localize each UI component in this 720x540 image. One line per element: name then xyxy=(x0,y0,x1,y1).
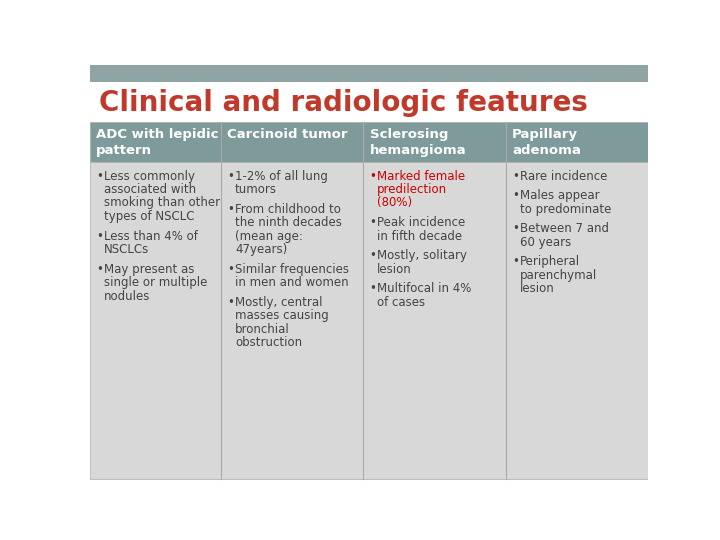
Text: obstruction: obstruction xyxy=(235,336,302,349)
Text: smoking than other: smoking than other xyxy=(104,197,220,210)
Text: Clinical and radiologic features: Clinical and radiologic features xyxy=(99,90,588,117)
Text: in fifth decade: in fifth decade xyxy=(377,230,462,242)
Text: parenchymal: parenchymal xyxy=(520,269,597,282)
Text: Rare incidence: Rare incidence xyxy=(520,170,607,183)
Text: (80%): (80%) xyxy=(377,197,413,210)
Text: tumors: tumors xyxy=(235,183,277,196)
Text: •: • xyxy=(512,222,519,235)
FancyBboxPatch shape xyxy=(505,122,648,162)
Text: bronchial: bronchial xyxy=(235,323,290,336)
Text: •: • xyxy=(228,202,234,215)
Text: •: • xyxy=(512,255,519,268)
Text: types of NSCLC: types of NSCLC xyxy=(104,210,194,223)
Text: Peripheral: Peripheral xyxy=(520,255,580,268)
Text: •: • xyxy=(228,170,234,183)
Text: (mean age:: (mean age: xyxy=(235,230,303,242)
Text: •: • xyxy=(96,262,103,276)
Text: Between 7 and: Between 7 and xyxy=(520,222,608,235)
Text: Mostly, central: Mostly, central xyxy=(235,296,323,309)
FancyBboxPatch shape xyxy=(221,122,364,162)
Text: of cases: of cases xyxy=(377,296,426,309)
Text: •: • xyxy=(512,170,519,183)
Text: 60 years: 60 years xyxy=(520,236,571,249)
Text: 47years): 47years) xyxy=(235,243,287,256)
Text: the ninth decades: the ninth decades xyxy=(235,216,342,229)
Text: Papillary
adenoma: Papillary adenoma xyxy=(512,128,581,158)
Text: Peak incidence: Peak incidence xyxy=(377,216,466,229)
Text: NSCLCs: NSCLCs xyxy=(104,243,149,256)
Text: nodules: nodules xyxy=(104,289,150,302)
Text: Sclerosing
hemangioma: Sclerosing hemangioma xyxy=(369,128,467,158)
Text: lesion: lesion xyxy=(520,282,554,295)
Text: Multifocal in 4%: Multifocal in 4% xyxy=(377,282,472,295)
Text: From childhood to: From childhood to xyxy=(235,202,341,215)
Text: predilection: predilection xyxy=(377,183,448,196)
Text: to predominate: to predominate xyxy=(520,202,611,215)
Text: Males appear: Males appear xyxy=(520,189,599,202)
Text: lesion: lesion xyxy=(377,262,412,276)
Text: in men and women: in men and women xyxy=(235,276,348,289)
Text: Carcinoid tumor: Carcinoid tumor xyxy=(228,128,348,141)
Text: •: • xyxy=(369,282,377,295)
Text: •: • xyxy=(369,216,377,229)
Text: associated with: associated with xyxy=(104,183,196,196)
Text: May present as: May present as xyxy=(104,262,194,276)
FancyBboxPatch shape xyxy=(364,122,505,162)
Text: masses causing: masses causing xyxy=(235,309,329,322)
Text: Similar frequencies: Similar frequencies xyxy=(235,262,349,276)
Text: •: • xyxy=(369,249,377,262)
Text: •: • xyxy=(369,170,377,183)
FancyBboxPatch shape xyxy=(90,122,221,162)
Text: single or multiple: single or multiple xyxy=(104,276,207,289)
Text: •: • xyxy=(96,170,103,183)
Text: Less commonly: Less commonly xyxy=(104,170,195,183)
FancyBboxPatch shape xyxy=(90,162,648,479)
Text: Marked female: Marked female xyxy=(377,170,466,183)
Text: ADC with lepidic
pattern: ADC with lepidic pattern xyxy=(96,128,219,158)
Text: Less than 4% of: Less than 4% of xyxy=(104,230,198,242)
Text: •: • xyxy=(512,189,519,202)
Text: •: • xyxy=(96,230,103,242)
Text: •: • xyxy=(228,262,234,276)
Text: Mostly, solitary: Mostly, solitary xyxy=(377,249,467,262)
Text: 1-2% of all lung: 1-2% of all lung xyxy=(235,170,328,183)
FancyBboxPatch shape xyxy=(90,65,648,82)
Text: •: • xyxy=(228,296,234,309)
